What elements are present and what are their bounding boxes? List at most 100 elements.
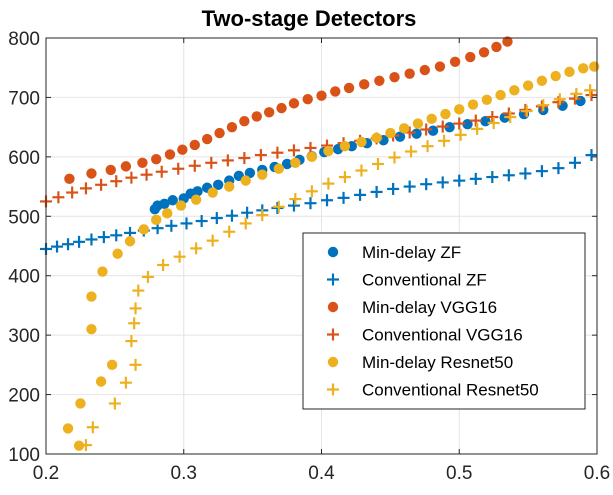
legend-item: Min-delay ZF	[327, 243, 461, 262]
data-point	[453, 117, 466, 130]
data-point	[190, 242, 203, 255]
data-point	[239, 217, 252, 230]
data-point	[223, 225, 236, 238]
data-point	[97, 266, 108, 277]
data-point	[110, 229, 123, 242]
data-point	[86, 421, 99, 434]
data-point	[112, 248, 123, 259]
data-point	[75, 398, 86, 409]
data-point	[371, 157, 384, 170]
data-point	[536, 75, 548, 86]
series-layer	[40, 36, 600, 452]
data-point	[62, 423, 74, 434]
data-point	[190, 194, 202, 205]
data-point	[140, 168, 153, 181]
data-point	[444, 121, 455, 133]
data-point	[251, 111, 262, 122]
x-tick-label: 0.3	[171, 463, 197, 484]
data-point	[420, 178, 433, 191]
data-point	[502, 169, 515, 182]
data-point	[221, 154, 234, 167]
legend-item: Min-delay VGG16	[327, 298, 497, 317]
legend-item: Min-delay Resnet50	[327, 353, 513, 372]
y-tick-label: 200	[8, 386, 40, 407]
data-point	[388, 151, 401, 164]
data-point	[271, 146, 284, 159]
legend: Min-delay ZF Conventional ZF Min-delay VGG…	[302, 232, 586, 410]
data-point	[86, 324, 97, 335]
data-point	[125, 335, 138, 348]
data-point	[338, 171, 351, 184]
data-point	[256, 209, 269, 222]
data-point	[97, 231, 110, 244]
data-point	[426, 113, 437, 125]
data-point	[290, 157, 301, 168]
data-point	[79, 439, 92, 452]
data-point	[453, 174, 466, 187]
data-point	[404, 68, 415, 79]
data-point	[188, 159, 201, 172]
data-point	[471, 122, 484, 135]
data-point	[467, 99, 479, 110]
data-point	[584, 84, 597, 97]
series-3	[40, 89, 598, 208]
data-point	[339, 140, 351, 152]
x-tick-label: 0.4	[308, 463, 335, 484]
data-point	[553, 93, 566, 106]
legend-box	[302, 232, 586, 410]
data-point	[537, 99, 550, 112]
series-2	[64, 36, 513, 185]
data-point	[421, 140, 434, 153]
data-point	[389, 72, 400, 83]
data-point	[302, 94, 313, 105]
data-point	[206, 234, 219, 247]
data-point	[436, 176, 449, 189]
axes-layer: 0.2 0.3 0.4 0.5 0.6 100 200 300 400 500 600 700 800	[8, 29, 610, 484]
data-point	[519, 103, 532, 116]
y-tick-label: 600	[8, 148, 40, 169]
data-point	[585, 149, 598, 162]
data-point	[394, 131, 406, 142]
data-point	[321, 194, 334, 207]
data-point	[124, 236, 136, 247]
data-point	[129, 358, 142, 371]
data-point	[564, 66, 575, 78]
data-point	[162, 208, 173, 219]
y-tick-label: 300	[8, 326, 40, 347]
data-point	[137, 157, 148, 168]
data-point	[192, 186, 203, 197]
y-tick-label: 500	[8, 207, 40, 228]
data-point	[273, 163, 284, 174]
data-point	[440, 108, 451, 120]
data-point	[304, 197, 317, 210]
data-point	[175, 200, 187, 211]
data-point	[165, 219, 178, 232]
y-tick-label: 100	[8, 445, 40, 466]
data-point	[120, 161, 132, 172]
data-point	[287, 144, 300, 157]
legend-marker	[327, 356, 339, 368]
legend-item: Conventional VGG16	[327, 326, 523, 345]
data-point	[436, 120, 449, 133]
data-point	[129, 302, 142, 315]
data-point	[495, 89, 506, 101]
data-point	[287, 199, 300, 212]
data-point	[509, 85, 520, 96]
data-point	[173, 250, 186, 263]
x-tick-label: 0.2	[33, 463, 59, 484]
data-point	[201, 133, 213, 145]
x-tick-label: 0.6	[584, 463, 610, 484]
data-point	[241, 206, 254, 219]
data-point	[119, 376, 132, 389]
data-point	[371, 132, 382, 144]
data-point	[73, 235, 86, 248]
data-point	[504, 111, 517, 124]
data-point	[79, 182, 92, 195]
data-point	[454, 104, 465, 115]
data-point	[86, 291, 97, 302]
series-1	[40, 149, 598, 255]
data-point	[519, 167, 532, 180]
y-tick-label: 400	[8, 267, 40, 288]
